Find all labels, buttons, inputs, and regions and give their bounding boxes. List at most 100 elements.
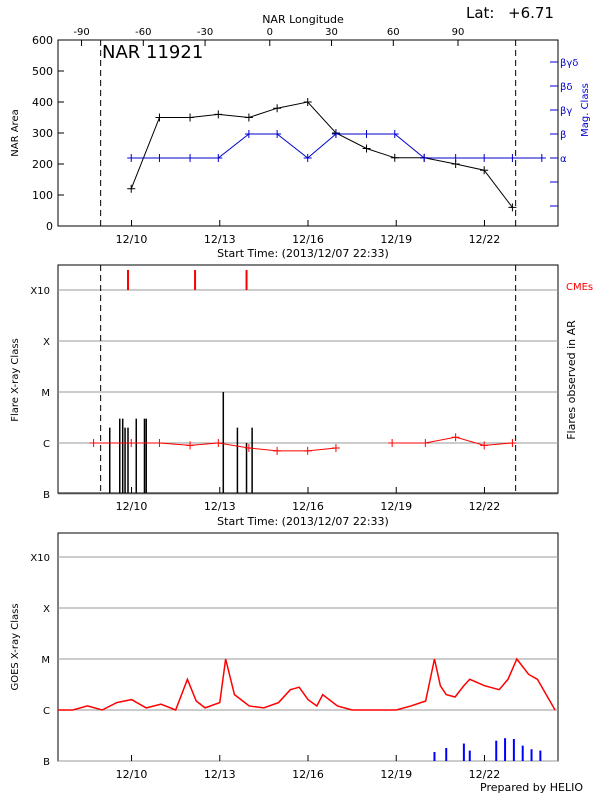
goes-ylabel: GOES X-ray Class (10, 603, 21, 690)
class-tick-label: B (43, 757, 50, 768)
x-tick-label: 12/19 (380, 500, 412, 513)
flare-class-point (214, 439, 223, 447)
nar-area-point (273, 104, 282, 113)
flare-class-point (303, 446, 312, 455)
class-tick-label: B (43, 490, 50, 501)
class-tick-label: X (43, 337, 50, 348)
y-tick-label: 500 (32, 65, 53, 78)
class-tick-label: C (43, 439, 50, 450)
y-tick-label: 300 (32, 127, 53, 140)
nar-area-panel: NAR 11921 NAR Area Mag. Class Start Time… (10, 27, 591, 260)
x-tick-label: 12/10 (116, 233, 148, 246)
flare-class-point (155, 439, 164, 447)
flare-class-point (331, 443, 340, 452)
top-axis-label: NAR Longitude (262, 13, 344, 26)
nar-area-line (130, 101, 513, 208)
nar-area-point (127, 184, 136, 193)
nar-area-point (362, 144, 371, 153)
goes-panel-frame (57, 532, 559, 762)
class-tick-label: C (43, 706, 50, 717)
flare-class-point (451, 433, 460, 442)
flare-class-point (508, 439, 517, 447)
flare-class-point (421, 439, 430, 447)
nar-panel-frame (57, 39, 559, 227)
x-tick-label: 12/10 (116, 500, 148, 513)
mag-class-point (420, 154, 429, 162)
class-tick-label: X10 (30, 553, 50, 564)
flare-xlabel: Start Time: (2013/12/07 22:33) (217, 515, 389, 528)
x-tick-label: 12/19 (380, 233, 412, 246)
top-tick-label: -30 (197, 27, 213, 38)
x-tick-label: 12/16 (292, 768, 324, 781)
nar-area-point (303, 98, 312, 106)
nar-area-point (214, 110, 223, 119)
class-tick-label: X10 (30, 286, 50, 297)
mag-class-point (273, 130, 282, 138)
mag-class-line (131, 133, 542, 159)
top-tick-label: -60 (135, 27, 151, 38)
mag-class-point (451, 154, 460, 162)
mag-class-ylabel: Mag. Class (580, 83, 591, 137)
mag-tick-label: α (560, 154, 567, 165)
flare-class-point (480, 441, 489, 450)
cmes-label: CMEs (566, 282, 593, 293)
mag-class-point (127, 154, 136, 162)
x-tick-label: 12/13 (204, 500, 236, 513)
flare-panel: Flare X-ray Class Flares observed in AR … (10, 264, 593, 528)
flare-class-point (127, 439, 136, 447)
top-tick-label: 30 (325, 27, 338, 38)
goes-long-line (58, 657, 556, 711)
flare-class-line (392, 436, 513, 446)
mag-class-point (244, 130, 253, 138)
footer-credit: Prepared by HELIO (480, 781, 583, 794)
flare-class-point (273, 446, 282, 455)
x-tick-label: 12/13 (204, 233, 236, 246)
mag-class-point (303, 154, 312, 162)
region-title: NAR 11921 (102, 42, 203, 63)
mag-tick-label: βδ (560, 82, 573, 93)
mag-class-point (390, 130, 399, 138)
mag-tick-label: β (560, 130, 566, 141)
mag-class-point (214, 154, 223, 162)
x-tick-label: 12/10 (116, 768, 148, 781)
x-tick-label: 12/22 (469, 233, 501, 246)
top-tick-label: 60 (387, 27, 400, 38)
y-tick-label: 0 (46, 220, 53, 233)
mag-class-point (331, 130, 340, 138)
nar-area-point (155, 113, 164, 122)
nar-ylabel: NAR Area (10, 109, 21, 156)
top-tick-label: -90 (73, 27, 89, 38)
mag-tick-label: βγδ (560, 58, 578, 69)
flare-class-point (89, 439, 98, 447)
class-tick-label: M (41, 655, 50, 666)
flare-class-point (244, 443, 253, 452)
nar-area-point (390, 153, 399, 162)
nar-area-point (186, 113, 195, 122)
class-tick-label: M (41, 388, 50, 399)
mag-class-point (508, 154, 517, 162)
mag-class-point (480, 154, 489, 162)
top-tick-label: 90 (452, 27, 465, 38)
mag-class-point (155, 154, 164, 162)
y-tick-label: 400 (32, 96, 53, 109)
nar-area-point (244, 113, 253, 122)
mag-class-point (362, 130, 371, 138)
x-tick-label: 12/16 (292, 233, 324, 246)
x-tick-label: 12/19 (380, 768, 412, 781)
x-tick-label: 12/22 (469, 500, 501, 513)
flare-class-line (93, 442, 336, 452)
top-tick-label: 0 (267, 27, 273, 38)
nar-xlabel: Start Time: (2013/12/07 22:33) (217, 247, 389, 260)
flare-panel-frame (57, 264, 559, 494)
y-tick-label: 600 (32, 34, 53, 47)
lat-value: +6.71 (508, 4, 554, 22)
x-tick-label: 12/22 (469, 768, 501, 781)
flares-in-ar-ylabel: Flares observed in AR (565, 320, 578, 440)
nar-area-point (480, 166, 489, 175)
mag-class-point (537, 154, 546, 162)
flare-class-point (186, 441, 195, 450)
mag-class-point (186, 154, 195, 162)
x-tick-label: 12/16 (292, 500, 324, 513)
lat-label: Lat: (466, 4, 494, 22)
